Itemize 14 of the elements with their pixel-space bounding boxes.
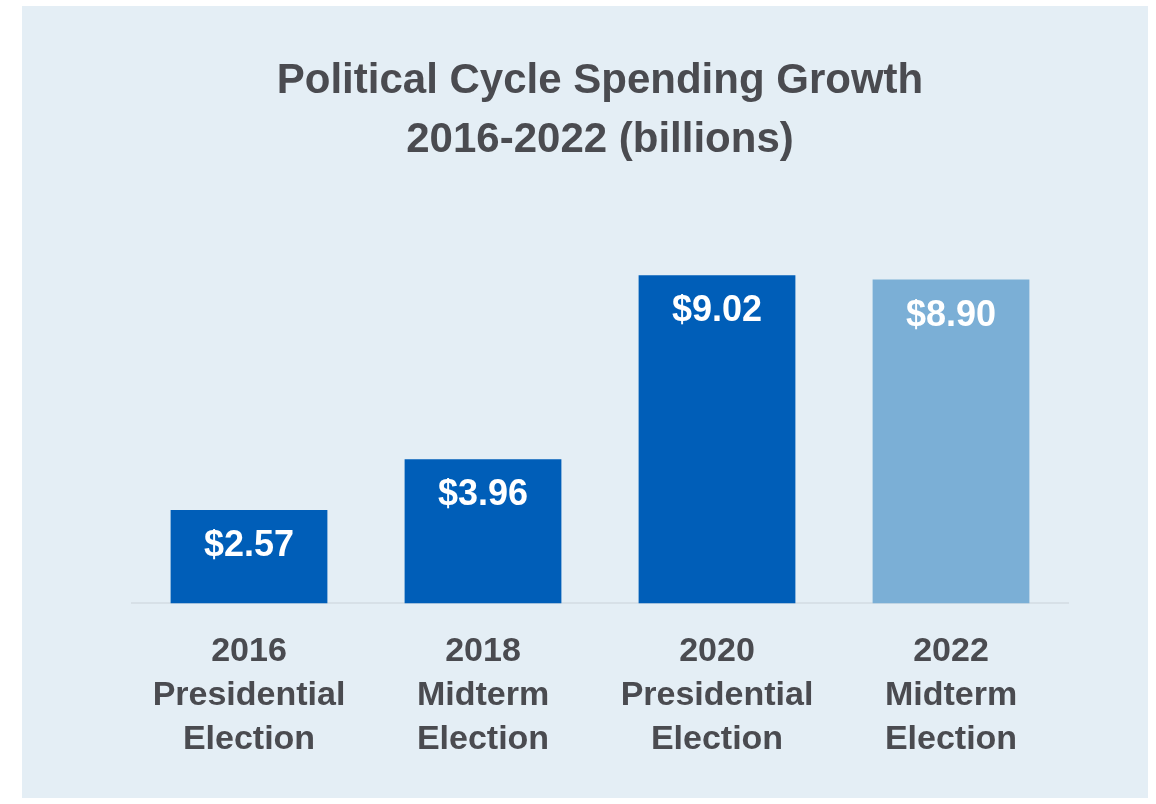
x-tick-label: 2016 Presidential Election bbox=[152, 629, 346, 757]
data-label: $8.90 bbox=[905, 292, 997, 334]
bar bbox=[404, 459, 562, 604]
bar bbox=[872, 279, 1030, 604]
bar bbox=[170, 509, 328, 604]
x-tick-label: 2022 Midterm Election bbox=[884, 629, 1018, 757]
text: Political Cycle Spending Growth bbox=[276, 54, 924, 102]
data-label: $9.02 bbox=[671, 288, 763, 330]
x-tick-label: 2018 Midterm Election bbox=[416, 629, 550, 757]
data-label: $2.57 bbox=[203, 522, 295, 564]
text: 2016-2022 (billions) bbox=[406, 113, 794, 161]
x-tick-label: 2020 Presidential Election bbox=[620, 629, 814, 757]
bar bbox=[638, 275, 796, 604]
data-label: $3.96 bbox=[437, 472, 529, 514]
